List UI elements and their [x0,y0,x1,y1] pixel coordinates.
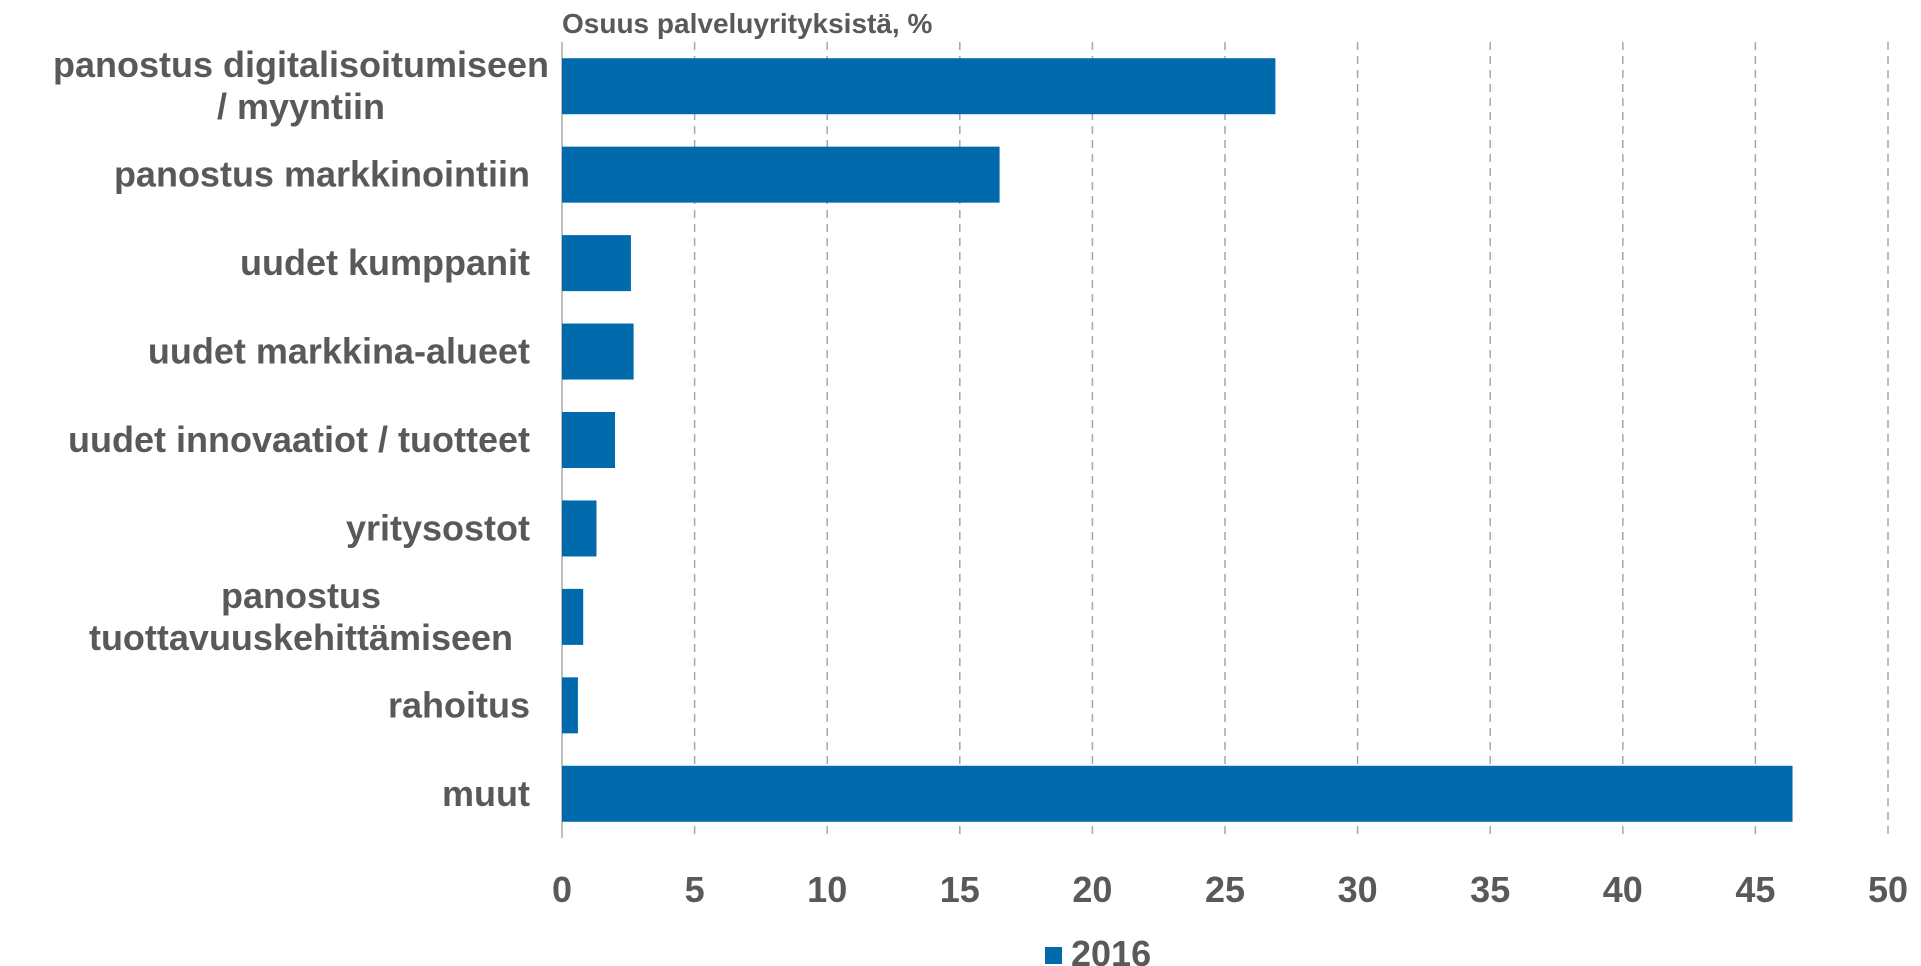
x-tick-label: 30 [1338,869,1378,910]
x-tick-label: 40 [1603,869,1643,910]
x-tick-label: 15 [940,869,980,910]
bar [562,235,631,292]
category-label: tuottavuuskehittämiseen [89,617,513,658]
category-label: yritysostot [346,507,530,548]
axis-title: Osuus palveluyrityksistä, % [562,8,932,39]
x-tick-label: 50 [1868,869,1908,910]
category-label: panostus markkinointiin [114,154,530,195]
x-tick-labels: 0 5 10 15 20 25 30 35 40 45 50 [552,869,1908,910]
category-label: uudet markkina-alueet [148,331,530,372]
bar [562,588,584,645]
category-label: rahoitus [388,684,530,725]
category-label: uudet innovaatiot / tuotteet [68,419,530,460]
legend: 2016 [1045,933,1151,966]
category-label: panostus [221,575,381,616]
x-tick-label: 45 [1735,869,1775,910]
bar [562,500,597,557]
x-tick-label: 25 [1205,869,1245,910]
bar [562,146,1000,203]
x-tick-label: 0 [552,869,572,910]
category-label: / myyntiin [217,86,385,127]
x-tick-label: 10 [807,869,847,910]
x-tick-label: 20 [1072,869,1112,910]
category-label: muut [442,773,530,814]
x-tick-label: 5 [685,869,705,910]
bar [562,412,616,468]
category-label: uudet kumppanit [240,242,530,283]
category-labels: panostus digitalisoitumiseen/ myyntiin pa… [53,44,549,814]
legend-label-2016: 2016 [1071,933,1151,966]
bar [562,765,1793,822]
x-tick-label: 35 [1470,869,1510,910]
bar [562,323,634,380]
bar [562,58,1276,115]
bar [562,677,578,734]
legend-swatch-2016 [1045,947,1062,964]
category-label: panostus digitalisoitumiseen [53,44,549,85]
bars [562,58,1793,822]
